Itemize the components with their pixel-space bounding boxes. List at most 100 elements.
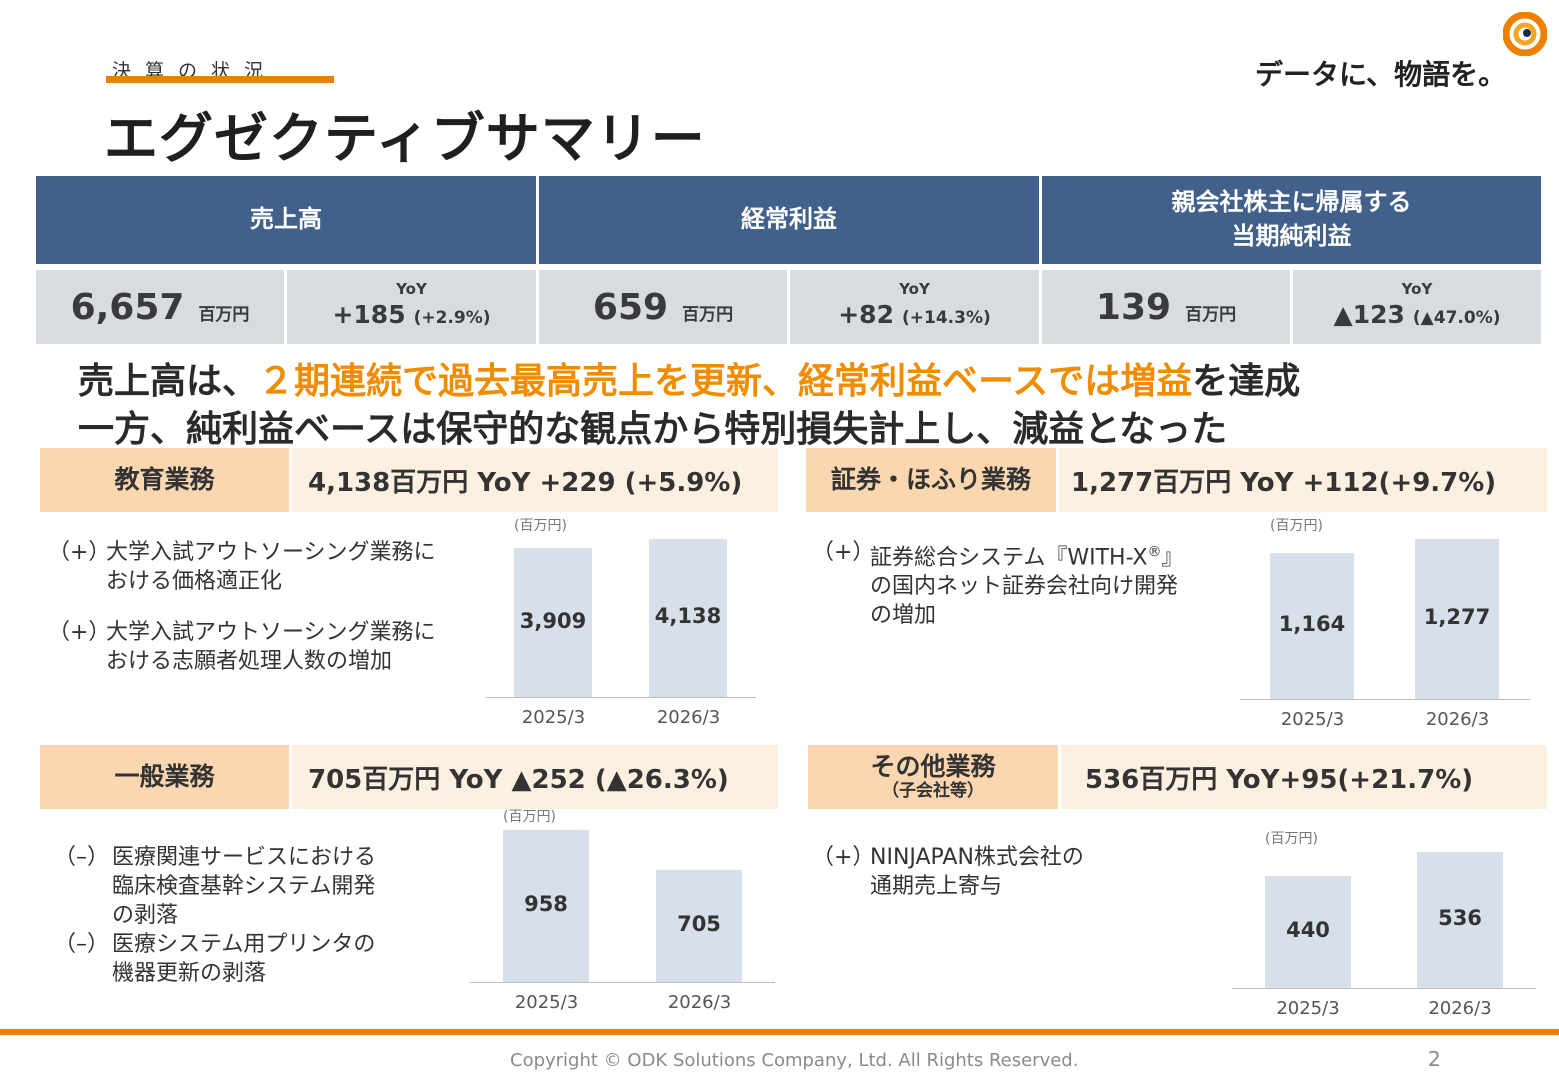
chart-bar xyxy=(1417,852,1503,988)
bullet-item: （+） NINJAPAN株式会社の 通期売上寄与 xyxy=(812,843,1232,901)
chart-bar xyxy=(656,870,742,982)
chart-x-tick-label: 2026/3 xyxy=(1428,998,1492,1019)
segment-label-other: その他業務 （子会社等） xyxy=(808,745,1058,809)
bullet-mark: （–） xyxy=(54,932,110,957)
registered-mark: ® xyxy=(1147,544,1162,560)
bullet-line: NINJAPAN株式会社の xyxy=(870,845,1084,870)
chart-baseline xyxy=(1232,988,1536,989)
bullet-mark: （–） xyxy=(54,845,110,870)
yoy-value: ▲123 xyxy=(1333,300,1405,329)
segment-detail-securities: 1,277百万円 YoY +112(+9.7%) xyxy=(1059,448,1547,512)
segment-sublabel: （子会社等） xyxy=(881,780,984,801)
kpi-yoy-ordinary-profit: YoY +82 (+14.3%) xyxy=(790,270,1039,344)
segment-bullets-general: （–） 医療関連サービスにおける 臨床検査基幹システム開発 の剥落 （–） 医療システム… xyxy=(54,843,474,988)
kpi-unit: 百万円 xyxy=(1185,304,1237,325)
bar-chart-education: (百万円) 3,909 2025/3 4,138 2026/3 xyxy=(486,515,756,735)
bar-chart-general: (百万円) 958 2025/3 705 2026/3 xyxy=(470,806,775,1020)
kpi-value-ordinary-profit: 659 百万円 xyxy=(539,270,787,344)
chart-x-tick-label: 2026/3 xyxy=(656,707,721,728)
chart-unit-label: (百万円) xyxy=(1265,831,1318,847)
chart-data-label: 1,164 xyxy=(1278,612,1346,636)
yoy-percent: (▲47.0%) xyxy=(1412,308,1501,328)
bullet-line: 医療関連サービスにおける xyxy=(112,845,377,870)
segment-bullets-other: （+） NINJAPAN株式会社の 通期売上寄与 xyxy=(812,843,1232,901)
kicker-underline xyxy=(106,76,334,83)
bullet-mark: （+） xyxy=(812,845,875,870)
bullet-line: 医療システム用プリンタの xyxy=(112,932,376,957)
chart-data-label: 536 xyxy=(1438,906,1482,930)
chart-baseline xyxy=(486,697,756,698)
bullet-item: （+） 証券総合システム『WITH-X®』 の国内ネット証券会社向け開発 の増加 xyxy=(812,538,1242,630)
company-logo-icon xyxy=(1503,12,1547,56)
chart-bar xyxy=(1265,876,1351,988)
kpi-number: 139 xyxy=(1095,286,1172,328)
headline-text: 売上高は、 xyxy=(78,361,259,402)
bar-chart-securities: (百万円) 1,164 2025/3 1,277 2026/3 xyxy=(1240,515,1530,737)
yoy-value: +82 xyxy=(838,300,894,329)
headline-highlight: ２期連続で過去最高売上を更新、経常利益ベースでは増益 xyxy=(258,361,1193,402)
chart-data-label: 1,277 xyxy=(1423,605,1491,629)
yoy-percent: (+14.3%) xyxy=(901,308,991,328)
footer-divider xyxy=(0,1029,1559,1035)
segment-detail-general: 705百万円 YoY ▲252 (▲26.3%) xyxy=(292,745,778,809)
kpi-heading-net-income: 親会社株主に帰属する 当期純利益 xyxy=(1042,176,1541,264)
yoy-label: YoY xyxy=(899,280,930,298)
chart-x-tick-label: 2025/3 xyxy=(1276,998,1340,1019)
chart-x-tick-label: 2026/3 xyxy=(667,992,732,1013)
chart-bar xyxy=(649,539,727,697)
chart-baseline xyxy=(470,982,775,983)
yoy-label: YoY xyxy=(1401,280,1433,298)
chart-data-label: 3,909 xyxy=(519,609,587,633)
bullet-item: （+） 大学入試アウトソーシング業務に おける価格適正化 xyxy=(48,538,478,596)
copyright-text: Copyright © ODK Solutions Company, Ltd. … xyxy=(510,1050,1079,1071)
bullet-line: の剥落 xyxy=(112,903,179,928)
kpi-heading-ordinary-profit: 経常利益 xyxy=(539,176,1039,264)
segment-label-education: 教育業務 xyxy=(40,448,289,512)
segment-detail-other: 536百万円 YoY+95(+21.7%) xyxy=(1061,745,1547,809)
chart-x-tick-label: 2026/3 xyxy=(1425,709,1490,730)
bullet-line: 大学入試アウトソーシング業務に xyxy=(106,620,436,645)
chart-bar xyxy=(1270,553,1354,699)
bullet-line: 臨床検査基幹システム開発 xyxy=(112,874,376,899)
segment-label-securities: 証券・ほふり業務 xyxy=(806,448,1056,512)
kpi-heading-line1: 親会社株主に帰属する xyxy=(1171,188,1412,217)
headline-line1: 売上高は、２期連続で過去最高売上を更新、経常利益ベースでは増益を達成 xyxy=(78,352,1300,404)
bullet-line: の増加 xyxy=(870,603,937,629)
kpi-unit: 百万円 xyxy=(682,304,734,325)
chart-x-tick-label: 2025/3 xyxy=(514,992,579,1013)
bullet-line: 機器更新の剥落 xyxy=(112,961,267,986)
chart-data-label: 440 xyxy=(1286,918,1330,942)
segment-bullets-education: （+） 大学入試アウトソーシング業務に おける価格適正化 （+） 大学入試アウトソーシ… xyxy=(48,538,478,676)
headline-text: を達成 xyxy=(1192,361,1301,402)
chart-bar xyxy=(503,830,589,982)
chart-x-tick-label: 2025/3 xyxy=(1280,709,1345,730)
yoy-value: +185 xyxy=(332,300,406,329)
headline-line2: 一方、純利益ベースは保守的な観点から特別損失計上し、減益となった xyxy=(78,409,1228,450)
kpi-number: 6,657 xyxy=(70,286,185,328)
kpi-value-net-income: 139 百万円 xyxy=(1042,270,1290,344)
kpi-value-sales: 6,657 百万円 xyxy=(36,270,284,344)
chart-bar xyxy=(514,548,592,697)
chart-unit-label: (百万円) xyxy=(1270,518,1323,534)
kpi-heading-line2: 当期純利益 xyxy=(1231,222,1352,250)
chart-unit-label: (百万円) xyxy=(503,809,556,825)
kpi-yoy-sales: YoY +185 (+2.9%) xyxy=(287,270,536,344)
bar-chart-other: (百万円) 440 2025/3 536 2026/3 xyxy=(1232,828,1536,1026)
bullet-line: 証券総合システム『WITH-X xyxy=(870,545,1148,571)
chart-data-label: 4,138 xyxy=(654,604,722,628)
kpi-heading-sales: 売上高 xyxy=(36,176,536,264)
chart-unit-label: (百万円) xyxy=(514,518,567,534)
bullet-item: （–） 医療関連サービスにおける 臨床検査基幹システム開発 の剥落 xyxy=(54,843,474,930)
segment-label-general: 一般業務 xyxy=(40,745,289,809)
bullet-line: 大学入試アウトソーシング業務に xyxy=(106,540,436,565)
segment-label-text: その他業務 xyxy=(870,751,996,781)
bullet-line: おける志願者処理人数の増加 xyxy=(106,649,393,674)
bullet-mark: （+） xyxy=(48,540,111,565)
bullet-mark: （+） xyxy=(48,620,111,645)
chart-x-tick-label: 2025/3 xyxy=(521,707,586,728)
bullet-line: の国内ネット証券会社向け開発 xyxy=(870,574,1179,600)
page-title: エグゼクティブサマリー xyxy=(104,107,706,170)
chart-baseline xyxy=(1240,699,1530,700)
segment-detail-education: 4,138百万円 YoY +229 (+5.9%) xyxy=(292,448,778,512)
chart-bar xyxy=(1415,539,1499,699)
